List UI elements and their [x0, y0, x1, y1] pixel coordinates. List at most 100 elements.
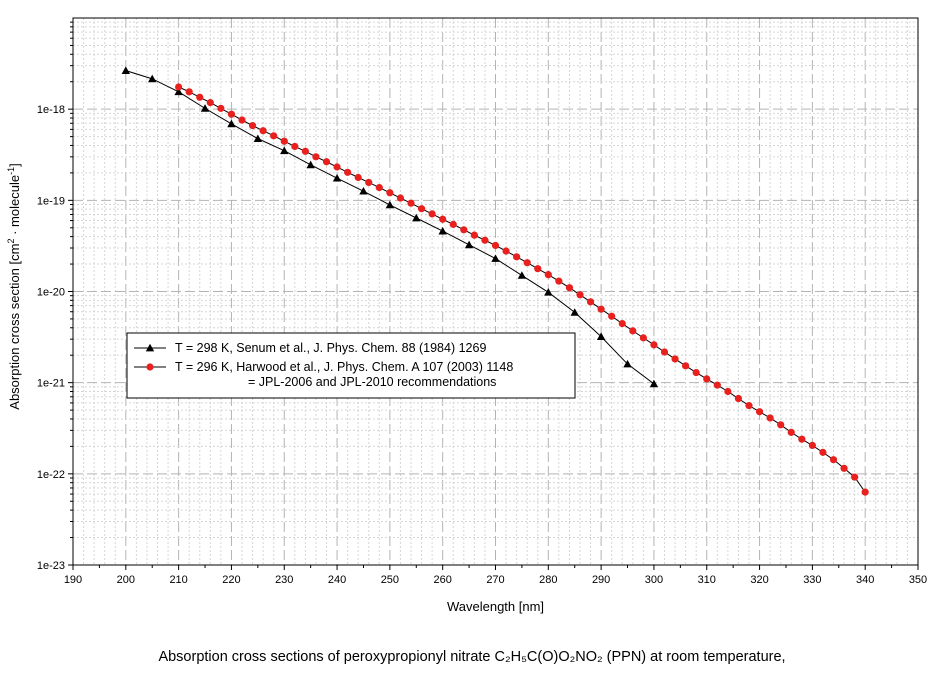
x-tick-label: 350 — [909, 574, 927, 586]
data-point-triangle — [200, 104, 210, 112]
x-tick-label: 260 — [434, 574, 452, 586]
data-point-circle — [513, 253, 521, 261]
data-point-circle — [808, 441, 816, 450]
data-point-circle — [217, 104, 225, 112]
x-tick-label: 290 — [592, 574, 610, 586]
data-point-circle — [481, 236, 489, 244]
legend: T = 298 K, Senum et al., J. Phys. Chem. … — [126, 332, 576, 399]
y-axis-title-sup: 2 — [6, 239, 16, 244]
data-point-triangle — [623, 359, 632, 368]
data-point-circle — [248, 122, 257, 130]
data-point-circle — [449, 220, 457, 228]
x-tick-label: 280 — [539, 574, 557, 586]
data-point-triangle — [148, 74, 157, 83]
data-point-triangle — [570, 308, 579, 316]
data-point-circle — [185, 88, 193, 96]
data-point-circle — [840, 464, 848, 472]
data-point-circle — [544, 271, 552, 279]
x-tick-label: 250 — [381, 574, 399, 586]
data-point-triangle — [227, 119, 236, 128]
y-axis-title-part: ] — [7, 163, 22, 167]
x-tick-label: 340 — [856, 574, 874, 586]
data-point-circle — [470, 231, 478, 239]
data-point-triangle — [359, 186, 368, 195]
data-point-circle — [417, 205, 426, 213]
data-point-triangle — [464, 240, 474, 249]
y-axis-title-dot: · — [7, 227, 22, 239]
y-tick-label: 1e-18 — [37, 104, 65, 116]
data-point-circle — [534, 265, 542, 273]
legend-marker-circle — [146, 363, 154, 371]
data-point-triangle — [544, 288, 553, 296]
x-tick-label: 210 — [169, 574, 187, 586]
data-point-triangle — [280, 146, 289, 155]
data-point-circle — [333, 163, 341, 171]
figure-caption: Absorption cross sections of peroxypropi… — [158, 649, 786, 665]
data-point-circle — [365, 178, 373, 187]
data-point-circle — [576, 291, 584, 299]
y-axis: 1e-18 1e-19 1e-20 1e-21 1e-22 1e-23 — [37, 21, 73, 572]
data-point-circle — [502, 247, 510, 255]
data-point-circle — [671, 355, 679, 363]
data-point-triangle — [438, 226, 447, 235]
data-point-circle — [523, 259, 531, 267]
data-point-circle — [354, 173, 362, 182]
x-tick-label: 310 — [698, 574, 716, 586]
data-point-circle — [586, 298, 595, 306]
data-point-circle — [787, 428, 795, 436]
data-point-circle — [206, 99, 214, 107]
data-point-circle — [703, 375, 711, 383]
data-point-circle — [270, 132, 278, 140]
data-point-circle — [713, 381, 721, 389]
data-point-circle — [597, 305, 605, 313]
y-axis-title-part: Absorption cross section [cm — [7, 244, 22, 410]
data-point-triangle — [649, 379, 659, 388]
data-point-circle — [407, 199, 415, 207]
y-tick-label: 1e-21 — [37, 378, 65, 390]
data-point-circle — [386, 189, 394, 197]
legend-label: T = 296 K, Harwood et al., J. Phys. Chem… — [175, 360, 513, 374]
x-tick-label: 220 — [222, 574, 240, 586]
data-point-triangle — [517, 271, 527, 279]
data-point-circle — [375, 183, 383, 192]
data-point-circle — [851, 473, 859, 481]
data-point-circle — [565, 284, 574, 292]
x-tick-label: 240 — [328, 574, 346, 586]
data-point-circle — [829, 456, 838, 464]
data-point-circle — [766, 414, 774, 422]
series-group — [121, 66, 869, 496]
x-tick-label: 300 — [645, 574, 663, 586]
data-point-circle — [291, 142, 299, 151]
data-point-circle — [608, 312, 616, 320]
data-point-circle — [227, 110, 236, 118]
data-point-circle — [344, 168, 352, 176]
x-tick-label: 200 — [117, 574, 135, 586]
series-line — [178, 86, 866, 493]
y-axis-title-sup: -1 — [6, 167, 16, 175]
data-point-circle — [639, 334, 647, 342]
data-point-circle — [439, 215, 447, 223]
x-tick-label: 270 — [486, 574, 504, 586]
data-point-circle — [301, 147, 309, 155]
y-axis-title-part: molecule — [7, 175, 22, 227]
data-point-circle — [660, 348, 669, 356]
data-point-triangle — [491, 254, 500, 262]
data-point-triangle — [332, 173, 342, 182]
data-point-circle — [650, 341, 658, 349]
data-point-circle — [682, 362, 690, 370]
data-point-circle — [460, 226, 468, 234]
data-point-triangle — [253, 134, 263, 143]
data-point-circle — [259, 127, 267, 135]
data-point-circle — [428, 210, 436, 218]
y-tick-label: 1e-22 — [37, 469, 65, 481]
data-point-triangle — [174, 87, 183, 96]
x-tick-label: 230 — [275, 574, 293, 586]
data-point-triangle — [385, 200, 395, 209]
legend-label-continued: = JPL-2006 and JPL-2010 recommendations — [248, 375, 496, 389]
y-tick-label: 1e-19 — [37, 195, 65, 207]
data-point-circle — [692, 368, 700, 377]
x-axis-title: Wavelength [nm] — [447, 599, 544, 614]
data-point-triangle — [412, 213, 421, 222]
y-axis-title: Absorption cross section [cm2 · molecule… — [6, 163, 22, 409]
